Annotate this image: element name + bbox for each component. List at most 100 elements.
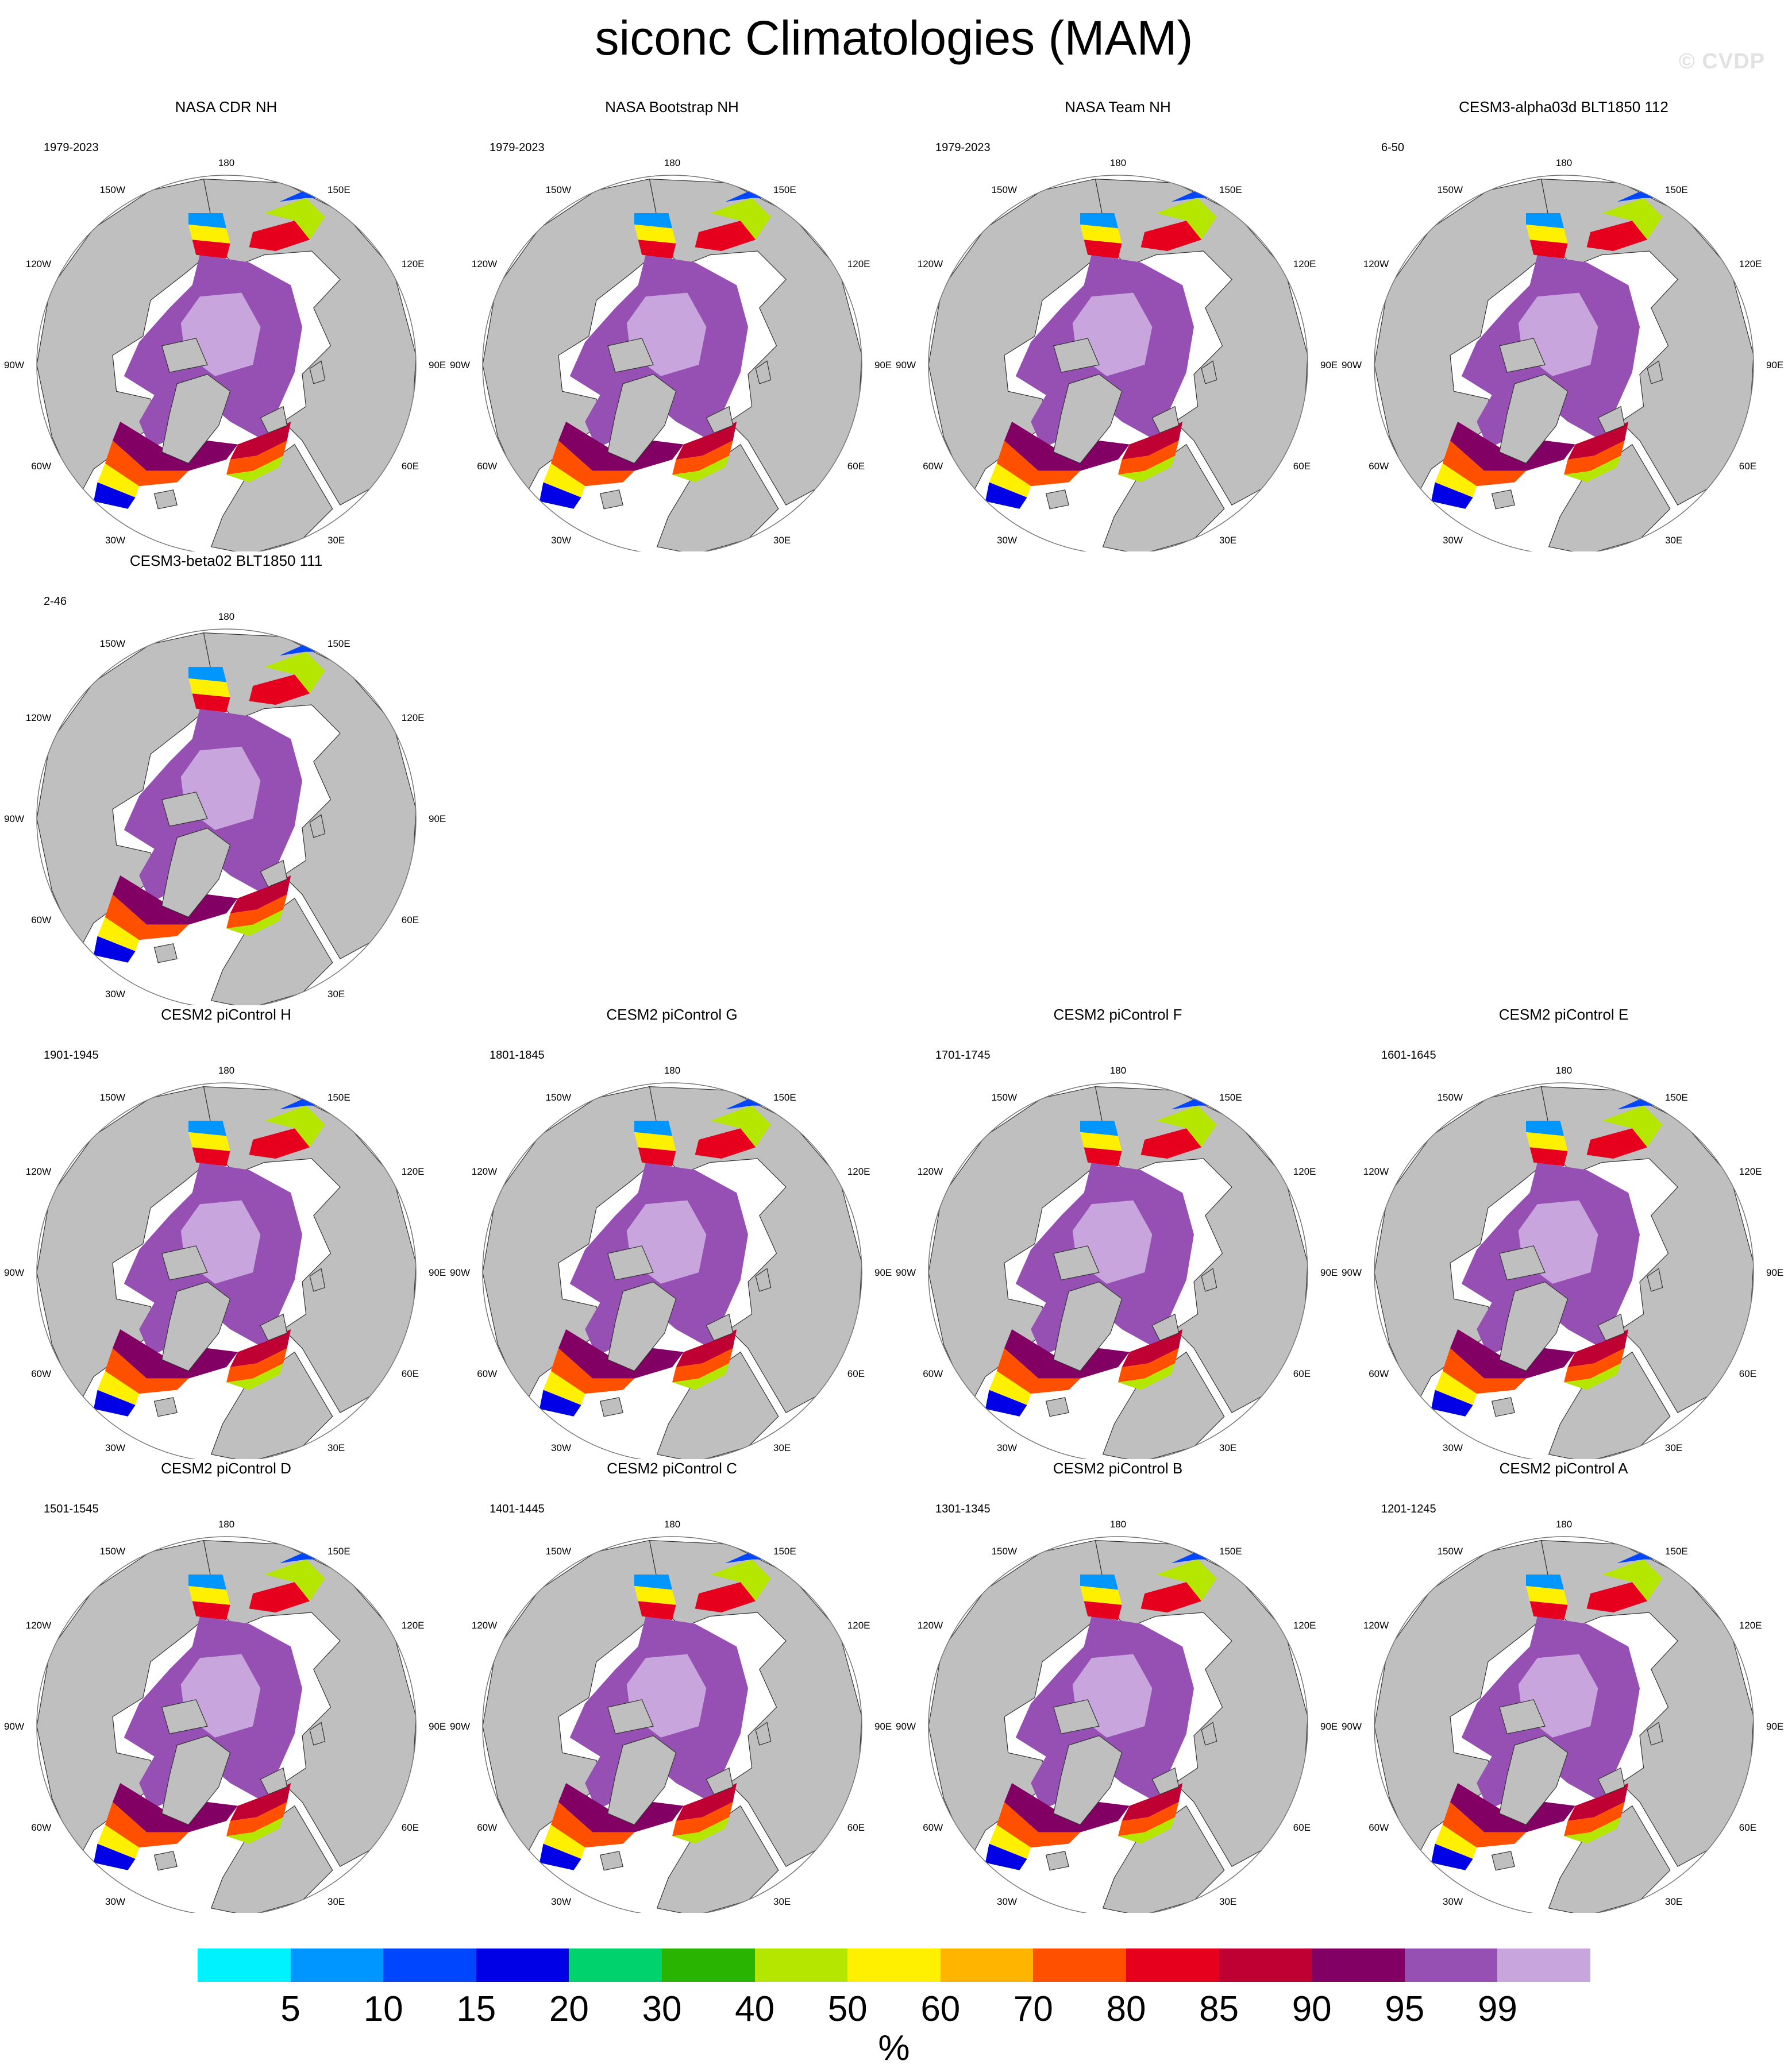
lon-label-right: 90E	[1320, 1721, 1338, 1732]
lon-label-lower-right: 30E	[773, 1442, 791, 1453]
lon-label-left: 90W	[1342, 1721, 1362, 1732]
arctic-island	[1499, 1699, 1546, 1734]
ice-edge-band	[540, 482, 581, 509]
greenland-land	[1053, 373, 1123, 464]
map-panel: CESM2 piControl F1701-17451800150W150E12…	[895, 1005, 1340, 1459]
ice-edge-band	[1435, 463, 1477, 497]
ice-edge-band	[1118, 1817, 1175, 1844]
ice-edge-band	[230, 422, 291, 460]
ice-edge-band	[672, 1802, 733, 1836]
lon-label-top: 180	[1110, 157, 1126, 168]
ice-edge-band	[985, 482, 1027, 509]
map-panel: CESM2 piControl C1401-14451800150W150E12…	[449, 1459, 895, 1913]
ice-edge-band	[1084, 1147, 1122, 1167]
ice-edge-band	[634, 213, 672, 229]
ice-edge-band	[188, 224, 230, 244]
ice-edge-band	[94, 936, 136, 963]
ice-edge-band	[672, 456, 729, 483]
arctic-island	[161, 338, 208, 373]
ice-edge-band	[989, 1824, 1031, 1859]
lon-label-mid-upper-right: 120E	[402, 258, 425, 269]
ice-edge-band	[1140, 1128, 1202, 1159]
lon-label-mid-lower-right: 60E	[402, 1368, 419, 1379]
ice-edge-band	[558, 422, 684, 471]
polar-map: 1800150W150E120W120E90W90E60W60E30W30E	[4, 1065, 446, 1459]
ice-edge-band	[550, 1348, 634, 1394]
ice-edge-band	[1586, 1582, 1648, 1612]
ice-edge-band	[985, 1843, 1027, 1870]
arctic-island	[607, 338, 654, 373]
lon-label-left: 90W	[1342, 1267, 1362, 1278]
arctic-island	[161, 1245, 208, 1280]
ice-edge-band	[264, 1105, 325, 1148]
lon-label-mid-lower-right: 60E	[1293, 1368, 1311, 1379]
colorbar-swatch	[476, 1948, 569, 1982]
ice-edge-band	[1080, 1132, 1122, 1151]
arctic-island	[607, 1699, 654, 1734]
eurasia-land	[1095, 178, 1308, 506]
ice-edge-band	[1118, 1363, 1175, 1390]
colorbar-tick-label: 95	[1385, 1989, 1425, 2029]
ice-edge-band	[634, 1132, 676, 1151]
lon-label-upper-right: 150E	[327, 1546, 350, 1557]
colorbar-swatch	[847, 1948, 941, 1982]
map-panel: NASA Bootstrap NH1979-20231800150W150E12…	[449, 98, 895, 551]
ice-edge-band	[695, 221, 756, 251]
iceland-land	[1045, 1397, 1069, 1417]
polar-map: 1800150W150E120W120E90W90E60W60E30W30E	[896, 1065, 1338, 1459]
arctic-island	[260, 859, 288, 888]
colorbar-tick-label: 30	[642, 1989, 682, 2029]
ice-edge-band	[676, 422, 737, 460]
lon-label-mid-upper-left: 120W	[472, 258, 497, 269]
greenland-land	[1053, 1735, 1123, 1826]
lon-label-mid-upper-left: 120W	[1363, 258, 1389, 269]
ice-edge-band	[226, 1817, 283, 1844]
ice-edge-band	[1140, 1582, 1202, 1612]
lon-label-left: 90W	[4, 1721, 24, 1732]
ice-edge-band	[105, 441, 188, 487]
lon-label-lower-left: 30W	[1443, 1896, 1463, 1907]
lon-label-lower-right: 30E	[1665, 1896, 1682, 1907]
iceland-land	[599, 1397, 623, 1417]
colorbar-swatch	[290, 1948, 384, 1982]
ice-edge-band	[1080, 224, 1122, 244]
ice-edge-band	[1567, 422, 1629, 460]
ice-edge-band	[105, 1348, 188, 1394]
ice-edge-band	[1084, 1601, 1122, 1620]
greenland-land	[161, 373, 231, 464]
lon-label-left: 90W	[450, 1267, 470, 1278]
ice-edge-band	[105, 894, 188, 940]
ice-edge-band	[676, 1783, 737, 1821]
iceland-land	[153, 1397, 178, 1417]
lon-label-upper-right: 150E	[327, 184, 350, 195]
eurasia-land	[649, 1086, 862, 1414]
ice-edge-band	[710, 1105, 771, 1148]
lon-label-mid-lower-right: 60E	[402, 461, 419, 472]
colorbar-swatch	[1497, 1948, 1591, 1982]
greenland-land	[1053, 1281, 1123, 1372]
ice-edge-band	[672, 441, 733, 475]
lon-label-mid-lower-left: 60W	[477, 461, 497, 472]
ice-edge-band	[188, 1132, 230, 1151]
eurasia-land	[1540, 1539, 1754, 1867]
ice-edge-band	[634, 224, 676, 244]
lon-label-mid-upper-right: 120E	[847, 258, 870, 269]
figure-title: siconc Climatologies (MAM)	[595, 11, 1193, 65]
ice-edge-band	[226, 1348, 287, 1383]
panel-title: CESM2 piControl G	[606, 1006, 738, 1023]
lon-label-left: 90W	[450, 360, 470, 371]
panel-years: 1501-1545	[44, 1503, 99, 1515]
lon-label-upper-left: 150W	[992, 184, 1017, 195]
panel-title: CESM2 piControl H	[161, 1006, 291, 1023]
iceland-land	[1491, 1397, 1515, 1417]
lon-label-right: 90E	[874, 1267, 892, 1278]
ice-edge-band	[1526, 224, 1568, 244]
ice-edge-band	[226, 1363, 283, 1390]
panel-years: 1601-1645	[1381, 1049, 1436, 1062]
lon-label-upper-left: 150W	[992, 1546, 1017, 1557]
ice-edge-band	[540, 1390, 581, 1417]
ice-edge-band	[1118, 441, 1179, 475]
ice-edge-band	[676, 1329, 737, 1367]
arctic-island	[1201, 1268, 1217, 1292]
colorbar	[198, 1948, 1591, 1982]
